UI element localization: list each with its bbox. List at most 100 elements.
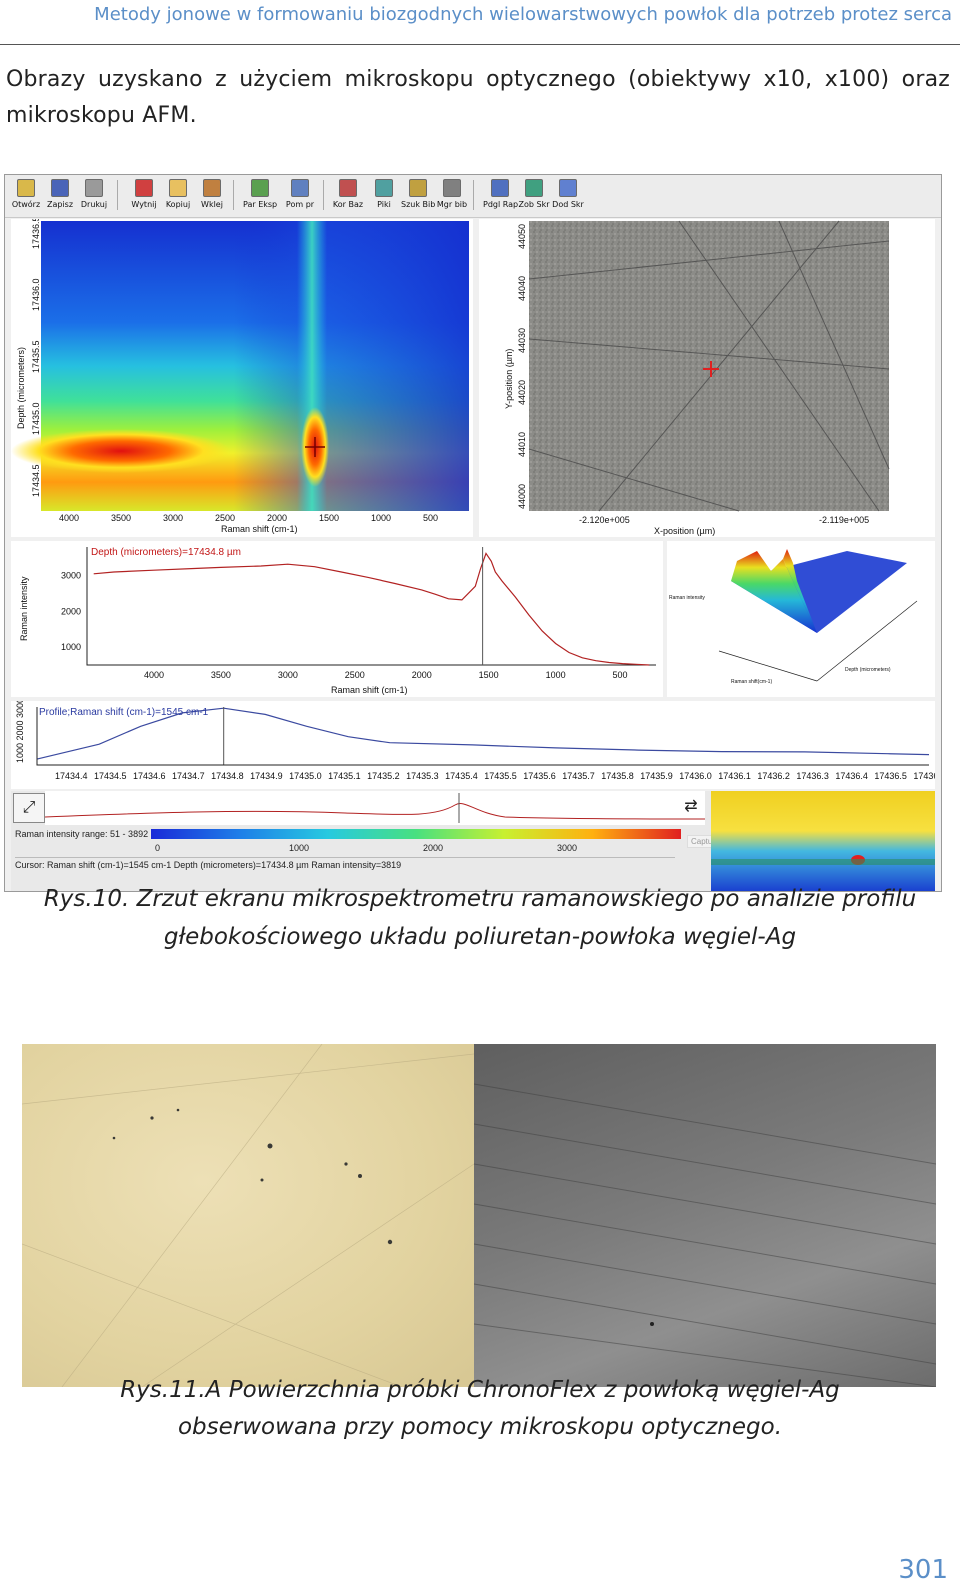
spectrum-annotation: Depth (micrometers)=17434.8 µm [91, 547, 241, 558]
colorbar-tick-0: 0 [155, 843, 161, 853]
spectrum-ytick: 1000 [61, 642, 81, 652]
peaks-icon [375, 179, 393, 197]
toolbar-separator [323, 180, 324, 210]
toolbar-button-label: Otwórz [11, 200, 41, 209]
depth-heatmap: Depth (micrometers) 17436.5 17436.0 17435.… [11, 216, 469, 534]
profile-axes [36, 707, 929, 766]
spectrum-ytick: 2000 [61, 606, 81, 616]
colorbar-tick-2: 2000 [423, 843, 444, 853]
toolbar-separator [233, 180, 234, 210]
toolbar-button-2[interactable]: Drukuj [77, 177, 111, 215]
profile-xtick: 17435.8 [601, 771, 634, 781]
heatmap-ytick: 17435.5 [31, 340, 41, 373]
microscope-xtick-0: -2.120e+005 [579, 515, 630, 525]
toolbar-button-label: Kopiuj [165, 200, 191, 209]
toolbar-button-3[interactable]: Wytnij [127, 177, 161, 215]
spectrum-ytick: 3000 [61, 571, 81, 581]
profile-xtick: 17435.3 [406, 771, 439, 781]
figure-10-caption-line-2: głebokościowego układu poliuretan-powłok… [163, 924, 797, 950]
toolbar-button-label: Dod Skr [552, 200, 584, 209]
spectrum-xtick: 4000 [144, 670, 164, 680]
optical-microscope-photos [22, 1044, 936, 1387]
profile-xtick: 17434.9 [250, 771, 283, 781]
report-preview-icon [491, 179, 509, 197]
microscope-ytick: 44020 [517, 380, 527, 405]
arrows-icon[interactable]: ⇄ [684, 798, 698, 815]
spectrum-series-line [93, 552, 650, 666]
spectrum-xtick: 3000 [278, 670, 298, 680]
microscope-ytick: 44000 [517, 484, 527, 509]
toolbar-button-13[interactable]: Zob Skr [517, 177, 551, 215]
profile-xtick: 17434.5 [94, 771, 127, 781]
toolbar-button-7[interactable]: Pom pr [283, 177, 317, 215]
profile-xtick: 17434.4 [55, 771, 88, 781]
profile-xtick: 17436.2 [757, 771, 790, 781]
copy-icon [169, 179, 187, 197]
figure-10-caption-line-1: Rys.10. Zrzut ekranu mikrospektrometru r… [43, 886, 917, 912]
microscope-ytick: 44030 [517, 328, 527, 353]
intro-paragraph: Obrazy uzyskano z użyciem mikroskopu opt… [6, 67, 950, 128]
profile-annotation: Profile;Raman shift (cm-1)=1545 cm-1 [39, 707, 209, 718]
heatmap-xtick: 1000 [371, 513, 391, 523]
toolbar-button-1[interactable]: Zapisz [43, 177, 77, 215]
heatmap-xtick: 4000 [59, 513, 79, 523]
heatmap-ytick: 17434.5 [31, 464, 41, 497]
profile-xtick: 17435.4 [445, 771, 478, 781]
toolbar-button-6[interactable]: Par Eksp [243, 177, 277, 215]
toolbar-button-label: Mgr bib [436, 200, 468, 209]
heatmap-xtick: 2500 [215, 513, 235, 523]
colorbar-tick-3: 3000 [557, 843, 578, 853]
save-icon [51, 179, 69, 197]
raman-software-screenshot: Otwórz Zapisz Drukuj Wytnij Kopiuj Wklej Par E… [4, 174, 942, 892]
zoom-fit-button[interactable]: ⤢ [13, 793, 45, 823]
profile-series-line [36, 707, 930, 760]
toolbar-button-0[interactable]: Otwórz [9, 177, 43, 215]
figure-11-caption-line-1: Rys.11.A Powierzchnia próbki ChronoFlex … [120, 1377, 840, 1403]
depth-heatmap-panel: Depth (micrometers) 17436.5 17436.0 17435.… [11, 216, 473, 537]
toolbar-button-12[interactable]: Pdgl Rap [483, 177, 519, 215]
toolbar-button-label: Szuk Bib [401, 200, 436, 209]
spectrum-xlabel: Raman shift (cm-1) [331, 685, 408, 695]
profile-xtick: 17436.0 [679, 771, 712, 781]
printer-icon [85, 179, 103, 197]
depth-profile-chart: 1000 2000 3000 Profile;Raman shift (cm-1… [15, 698, 938, 781]
profile-xtick: 17436.4 [835, 771, 868, 781]
heatmap-xtick: 1500 [319, 513, 339, 523]
profile-xtick: 17436.1 [718, 771, 751, 781]
toolbar-button-label: Pdgl Rap [483, 200, 519, 209]
toolbar-button-label: Wytnij [131, 200, 157, 209]
toolbar-button-5[interactable]: Wklej [195, 177, 229, 215]
figure-11-caption-line-2: obserwowana przy pomocy mikroskopu optyc… [177, 1414, 783, 1440]
surface-3d-plot: Raman intensity Raman shift(cm-1) Depth … [669, 549, 918, 685]
navigator-strip: ⤢ ⇄ Raman intensity range: 51 - 3892 0 1… [11, 791, 935, 891]
raman-spectrum-chart: 4000 3500 3000 2500 2000 1500 1000 500 1000 2000 3… [19, 547, 656, 695]
microscope-ytick: 44050 [517, 224, 527, 249]
microscope-xtick-1: -2.119e+005 [819, 515, 869, 525]
toolbar-button-8[interactable]: Kor Baz [331, 177, 365, 215]
folder-open-icon [17, 179, 35, 197]
toolbar-button-4[interactable]: Kopiuj [161, 177, 195, 215]
heatmap-ytick: 17436.5 [31, 219, 41, 249]
surface-zlabel: Raman intensity [669, 595, 705, 601]
toolbar-button-14[interactable]: Dod Skr [551, 177, 585, 215]
toolbar-button-label: Kor Baz [332, 200, 364, 209]
microscope-ytick: 44010 [517, 432, 527, 457]
heatmap-xtick: 3000 [163, 513, 183, 523]
spectrum-axes [86, 547, 656, 666]
heatmap-ylabel: Depth (micrometers) [16, 347, 26, 429]
baseline-icon [339, 179, 357, 197]
profile-xtick: 17436.5 [874, 771, 907, 781]
heatmap-xtick: 2000 [267, 513, 287, 523]
preview-thumbnail [711, 791, 935, 891]
library-manager-icon [443, 179, 461, 197]
microscope-view: Y-position (µm) 44050 44040 44030 44020 4401… [504, 220, 890, 536]
toolbar-button-9[interactable]: Piki [367, 177, 401, 215]
toolbar-button-label: Drukuj [80, 200, 108, 209]
profile-xtick: 17435.0 [289, 771, 322, 781]
profile-xtick: 17435.7 [562, 771, 595, 781]
search-library-icon [409, 179, 427, 197]
profile-xtick: 17435.2 [367, 771, 400, 781]
intensity-range-label: Raman intensity range: 51 - 3892 [15, 829, 149, 839]
toolbar-button-11[interactable]: Mgr bib [435, 177, 469, 215]
toolbar-button-10[interactable]: Szuk Bib [401, 177, 435, 215]
